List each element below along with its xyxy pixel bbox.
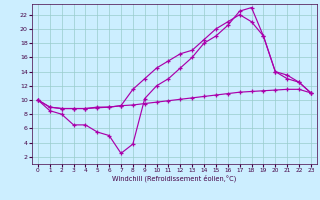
X-axis label: Windchill (Refroidissement éolien,°C): Windchill (Refroidissement éolien,°C) bbox=[112, 175, 236, 182]
